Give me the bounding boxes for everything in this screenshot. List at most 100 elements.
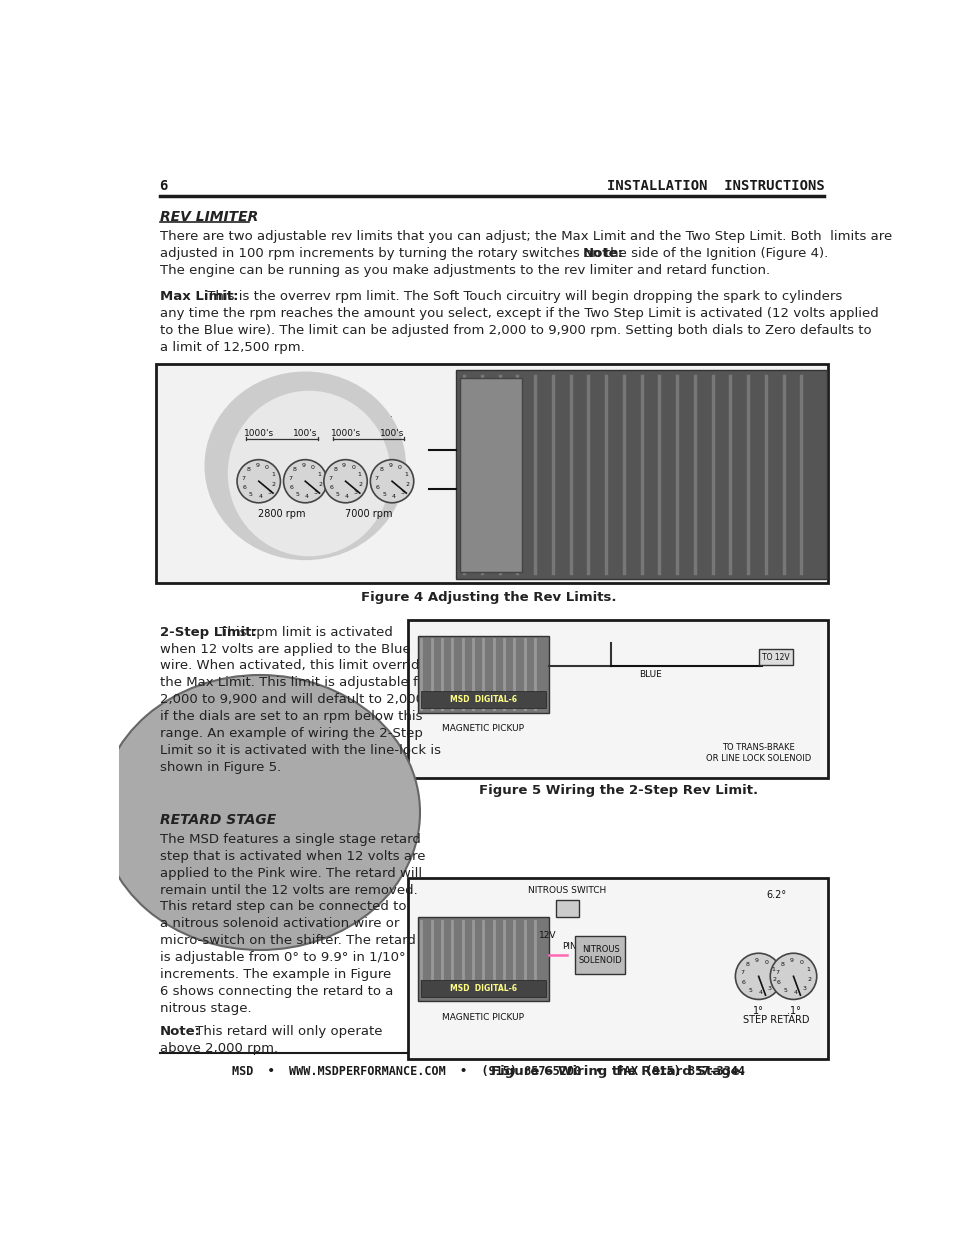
Text: 3: 3 (767, 986, 771, 990)
Text: 9: 9 (301, 463, 305, 468)
Text: 6 shows connecting the retard to a: 6 shows connecting the retard to a (159, 986, 393, 998)
Text: 5: 5 (382, 492, 386, 496)
Text: a nitrous solenoid activation wire or: a nitrous solenoid activation wire or (159, 918, 398, 930)
Text: TO 12V: TO 12V (761, 652, 789, 662)
Text: 5: 5 (249, 492, 253, 496)
Text: 3: 3 (314, 490, 317, 495)
Text: 6: 6 (242, 485, 246, 490)
Text: 5: 5 (782, 988, 786, 993)
Text: 7: 7 (740, 971, 744, 976)
Text: BLUE: BLUE (639, 671, 660, 679)
Bar (420, 692, 546, 708)
Text: 8: 8 (333, 467, 336, 472)
Text: applied to the Pink wire. The retard will: applied to the Pink wire. The retard wil… (159, 867, 421, 879)
Text: This retard will only operate: This retard will only operate (191, 1025, 381, 1039)
Text: 12V: 12V (538, 930, 556, 940)
Text: 7: 7 (328, 475, 332, 480)
Text: 8: 8 (745, 962, 749, 967)
Ellipse shape (228, 390, 390, 556)
Text: 4: 4 (392, 494, 395, 499)
Text: 1°: 1° (753, 1005, 763, 1015)
Text: 1: 1 (317, 473, 321, 478)
Text: Figure 6 Wiring the Retard Stage.: Figure 6 Wiring the Retard Stage. (491, 1066, 744, 1078)
Text: MSD  •  WWW.MSDPERFORMANCE.COM  •  (915) 857-5200  •  FAX (915) 857-3344: MSD • WWW.MSDPERFORMANCE.COM • (915) 857… (233, 1065, 744, 1077)
Text: Figure 5 Wiring the 2-Step Rev Limit.: Figure 5 Wiring the 2-Step Rev Limit. (478, 784, 757, 798)
Text: 2800 rpm: 2800 rpm (258, 509, 305, 519)
Circle shape (370, 459, 414, 503)
Text: 5: 5 (748, 988, 752, 993)
Text: 2: 2 (358, 482, 362, 487)
Text: 2: 2 (405, 482, 409, 487)
Text: 8: 8 (780, 962, 783, 967)
Text: step that is activated when 12 volts are: step that is activated when 12 volts are (159, 850, 425, 863)
Text: RETARD STAGE: RETARD STAGE (159, 813, 275, 826)
Text: 4: 4 (758, 990, 761, 995)
Text: 7: 7 (241, 475, 245, 480)
Text: Max Limit:: Max Limit: (159, 290, 238, 303)
Text: 1000's: 1000's (243, 429, 274, 438)
Text: range. An example of wiring the 2-Step: range. An example of wiring the 2-Step (159, 727, 422, 740)
Ellipse shape (204, 372, 406, 561)
Text: any time the rpm reaches the amount you select, except if the Two Step Limit is : any time the rpm reaches the amount you … (159, 306, 878, 320)
Text: 7: 7 (288, 475, 292, 480)
Bar (758, 650, 793, 664)
Text: 5: 5 (335, 492, 339, 496)
Text: nitrous stage.: nitrous stage. (159, 1002, 251, 1015)
Text: 1: 1 (404, 473, 408, 478)
Bar (155, 364, 827, 583)
Bar (420, 979, 546, 997)
Text: 6: 6 (741, 981, 745, 986)
Text: 9: 9 (341, 463, 346, 468)
Bar (459, 378, 521, 572)
Text: when 12 volts are applied to the Blue: when 12 volts are applied to the Blue (159, 642, 410, 656)
Text: 7: 7 (775, 971, 779, 976)
Text: 8: 8 (293, 467, 296, 472)
Text: This rpm limit is activated: This rpm limit is activated (214, 626, 393, 638)
Text: 5: 5 (295, 492, 299, 496)
Text: There are two adjustable rev limits that you can adjust; the Max Limit and the T: There are two adjustable rev limits that… (159, 230, 891, 243)
Text: 6: 6 (375, 485, 379, 490)
Text: 4: 4 (345, 494, 349, 499)
Text: remain until the 12 volts are removed.: remain until the 12 volts are removed. (159, 883, 416, 897)
Text: Limit so it is activated with the line-lock is: Limit so it is activated with the line-l… (159, 745, 440, 757)
Text: 2: 2 (806, 977, 811, 982)
Circle shape (236, 459, 280, 503)
Circle shape (323, 459, 367, 503)
Text: MAGNETIC PICKUP: MAGNETIC PICKUP (442, 1013, 524, 1021)
Text: 4: 4 (258, 494, 262, 499)
Ellipse shape (100, 676, 419, 950)
Text: MSD  DIGITAL-6: MSD DIGITAL-6 (450, 984, 517, 993)
Text: 8: 8 (379, 467, 383, 472)
Text: 9: 9 (254, 463, 259, 468)
Text: 2-Step Limit:: 2-Step Limit: (159, 626, 256, 638)
Text: The engine can be running as you make adjustments to the rev limiter and retard : The engine can be running as you make ad… (159, 264, 769, 277)
Text: 0: 0 (311, 466, 314, 471)
Text: 9: 9 (789, 958, 793, 963)
Text: 1: 1 (771, 967, 775, 972)
Text: 3: 3 (400, 490, 404, 495)
Text: 1: 1 (271, 473, 274, 478)
Text: MSD  DIGITAL-6: MSD DIGITAL-6 (450, 695, 517, 704)
Text: 6: 6 (159, 179, 168, 193)
Text: TO TRANS-BRAKE
OR LINE LOCK SOLENOID: TO TRANS-BRAKE OR LINE LOCK SOLENOID (705, 743, 810, 763)
Text: 2,000 to 9,900 and will default to 2,000 rpm: 2,000 to 9,900 and will default to 2,000… (159, 693, 455, 706)
Text: if the dials are set to an rpm below this: if the dials are set to an rpm below thi… (159, 710, 421, 724)
Bar (417, 916, 549, 1002)
Text: micro-switch on the shifter. The retard: micro-switch on the shifter. The retard (159, 935, 415, 947)
Text: 6: 6 (329, 485, 333, 490)
Text: 7000 rpm: 7000 rpm (345, 509, 392, 519)
Bar (408, 620, 827, 778)
Text: Figure 4 Adjusting the Rev Limits.: Figure 4 Adjusting the Rev Limits. (361, 592, 616, 604)
Text: Note:: Note: (159, 1025, 200, 1039)
Text: NITROUS SWITCH: NITROUS SWITCH (528, 885, 606, 895)
Text: 4: 4 (792, 990, 797, 995)
Text: adjusted in 100 rpm increments by turning the rotary switches on the side of the: adjusted in 100 rpm increments by turnin… (159, 247, 831, 259)
Text: 8: 8 (246, 467, 250, 472)
Text: 3: 3 (267, 490, 271, 495)
Text: 2: 2 (772, 977, 776, 982)
Text: wire. When activated, this limit overrides: wire. When activated, this limit overrid… (159, 659, 434, 673)
Text: increments. The example in Figure: increments. The example in Figure (159, 968, 391, 982)
Text: 2: 2 (318, 482, 322, 487)
Text: .1°: .1° (785, 1005, 800, 1015)
Text: 4: 4 (305, 494, 309, 499)
